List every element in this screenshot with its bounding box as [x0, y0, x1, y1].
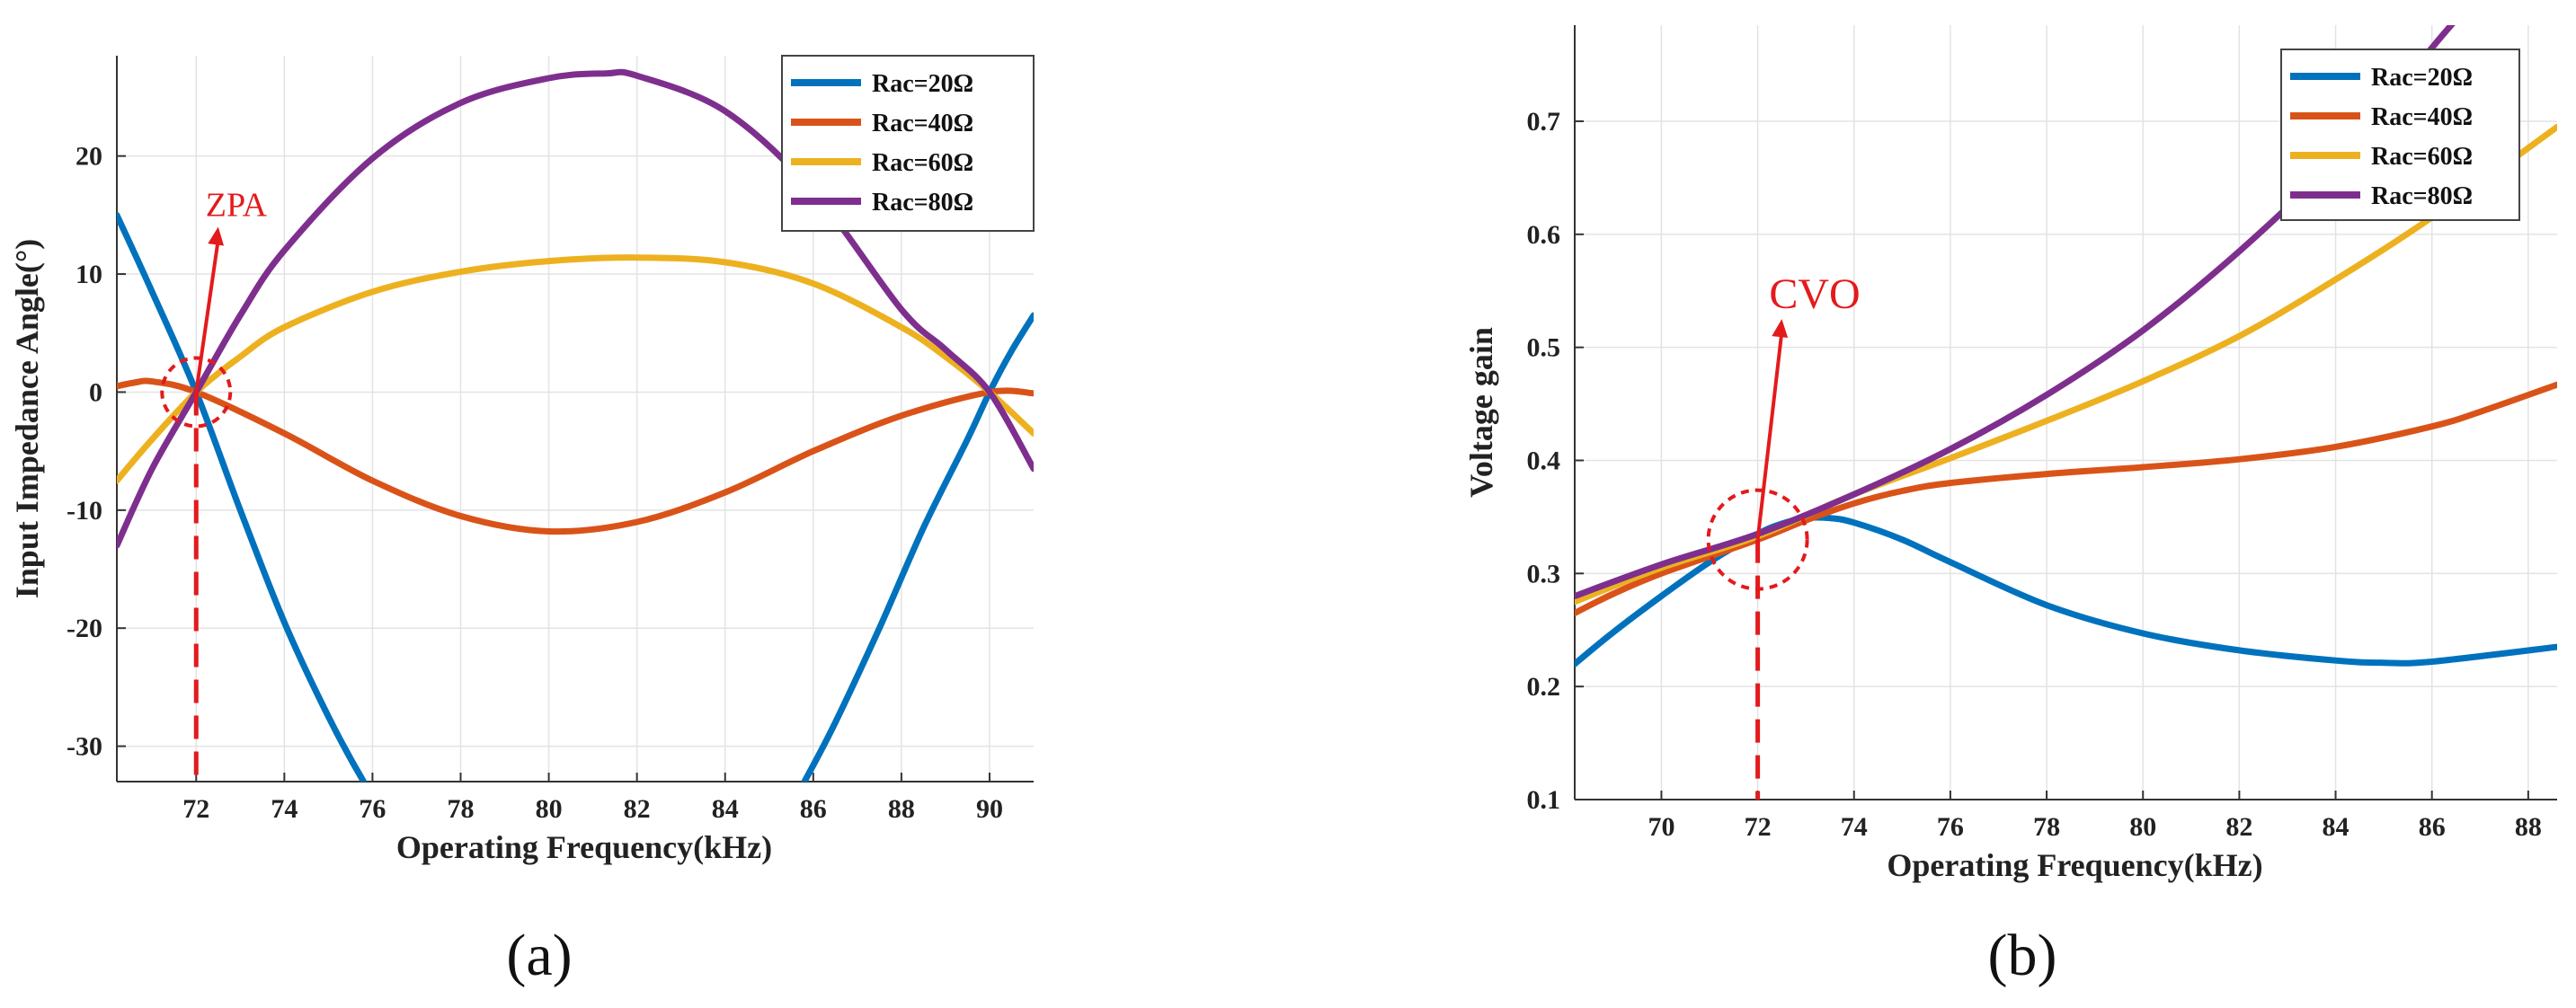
x-tick-label: 82 — [2225, 812, 2252, 842]
x-tick-label: 86 — [800, 794, 827, 824]
legend-entry-label: Rac=60Ω — [872, 149, 973, 177]
x-tick-label: 90 — [976, 794, 1003, 824]
legend-entry-label: Rac=60Ω — [2371, 143, 2473, 171]
y-tick-label: 0.2 — [1527, 672, 1561, 702]
chart-b-voltage-gain: 70 72 74 76 78 80 82 84 86 88 0.1 0.2 0.3 0.4 0.5 0.6 0.… — [1463, 25, 2557, 988]
x-tick-label: 70 — [1648, 812, 1674, 842]
y-tick-label: -10 — [67, 496, 102, 526]
legend-entry-label: Rac=80Ω — [2371, 182, 2473, 210]
series-line-rac80 — [117, 68, 1034, 549]
x-tick-label: 72 — [182, 794, 209, 824]
series-line-rac40 — [117, 377, 1034, 535]
y-tick-label: -20 — [67, 614, 102, 643]
series-line-rac40 — [1575, 381, 2557, 616]
x-tick-label: 80 — [2129, 812, 2156, 842]
legend-entry-label: Rac=80Ω — [872, 189, 973, 217]
y-tick-label: 0.3 — [1527, 559, 1561, 588]
y-tick-label: 0.5 — [1527, 333, 1561, 363]
y-tick-label: 0.4 — [1527, 446, 1561, 475]
x-axis-label: Operating Frequency(kHz) — [1887, 847, 2262, 883]
x-tick-label: 80 — [536, 794, 563, 824]
annotation-arrow-line — [1755, 331, 1784, 540]
legend-entry-label: Rac=40Ω — [2371, 103, 2473, 131]
y-tick-label: 10 — [76, 260, 102, 289]
y-tick-label: 20 — [76, 142, 102, 172]
x-tick-label: 76 — [359, 794, 386, 824]
chart-caption: (a) — [506, 923, 572, 988]
y-axis-label: Voltage gain — [1463, 327, 1499, 498]
x-tick-label: 86 — [2419, 812, 2446, 842]
x-tick-label: 84 — [2323, 812, 2349, 842]
x-tick-label: 88 — [2515, 812, 2542, 842]
legend-entry-label: Rac=40Ω — [872, 110, 973, 137]
annotation-label: ZPA — [206, 187, 268, 225]
annotation-label: CVO — [1769, 270, 1860, 318]
x-tick-label: 88 — [888, 794, 915, 824]
x-tick-label: 84 — [712, 794, 739, 824]
annotation-arrow-line — [194, 239, 220, 393]
y-tick-label: 0 — [89, 377, 102, 407]
y-tick-label: 0.7 — [1527, 107, 1561, 137]
y-tick-label: -30 — [67, 732, 102, 762]
annotation-circle — [160, 356, 233, 429]
x-tick-label: 76 — [1937, 812, 1964, 842]
legend-entry-label: Rac=20Ω — [872, 70, 973, 98]
y-axis-label: Input Impedance Angle(°) — [9, 239, 45, 598]
annotation-arrowhead — [208, 226, 225, 246]
y-tick-label: 0.1 — [1527, 785, 1561, 815]
x-tick-label: 74 — [271, 794, 298, 824]
x-axis-label: Operating Frequency(kHz) — [396, 829, 772, 865]
chart-caption: (b) — [1988, 923, 2057, 988]
y-tick-label: 0.6 — [1527, 220, 1561, 250]
series-line-rac20 — [117, 211, 368, 782]
x-tick-label: 82 — [624, 794, 651, 824]
legend-entry-label: Rac=20Ω — [2371, 64, 2473, 92]
x-tick-label: 78 — [448, 794, 475, 824]
x-tick-label: 74 — [1841, 812, 1868, 842]
series-line-rac20 — [1575, 514, 2557, 668]
x-tick-label: 72 — [1745, 812, 1772, 842]
series-line-rac20 — [801, 312, 1034, 782]
chart-a-impedance-angle: 72 74 76 78 80 82 84 86 88 90 -30 -20 -10 0 10 20 Operat… — [9, 55, 1035, 988]
x-tick-label: 78 — [2033, 812, 2060, 842]
annotation-arrowhead — [1772, 319, 1789, 339]
